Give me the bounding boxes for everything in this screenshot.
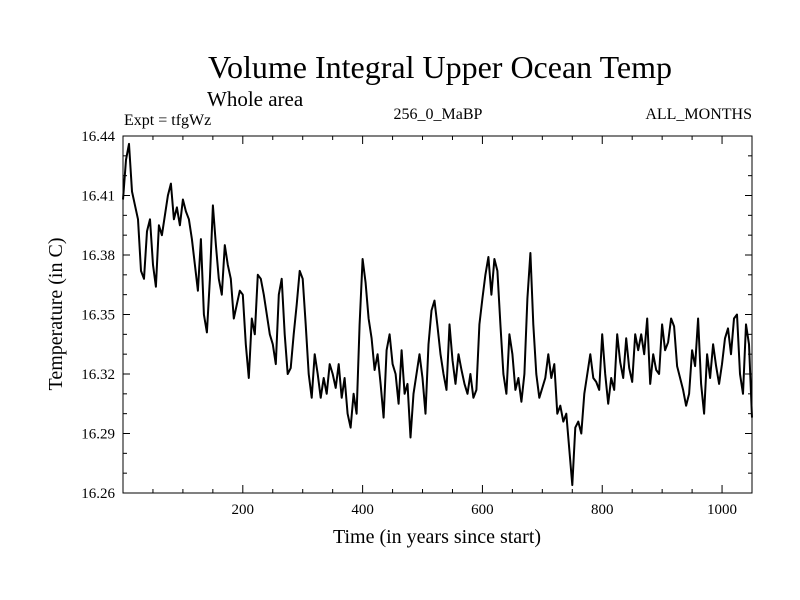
x-axis-label: Time (in years since start) [333, 526, 541, 548]
y-tick-label: 16.26 [81, 486, 115, 502]
plot-frame [122, 135, 753, 494]
y-tick-label: 16.41 [81, 189, 115, 205]
x-tick-label: 200 [232, 502, 255, 518]
run-label: 256_0_MaBP [394, 106, 483, 123]
chart-subtitle: Whole area [207, 87, 304, 111]
x-tick-label: 400 [351, 502, 374, 518]
x-tick-label: 600 [471, 502, 494, 518]
y-tick-label: 16.38 [81, 248, 115, 264]
months-label: ALL_MONTHS [645, 106, 752, 123]
y-tick-label: 16.32 [81, 367, 115, 383]
x-tick-label: 1000 [707, 502, 737, 518]
y-tick-label: 16.29 [81, 427, 115, 443]
series-line [122, 142, 753, 487]
expt-label: Expt = tfgWz [124, 112, 211, 129]
chart-title: Volume Integral Upper Ocean Temp [208, 49, 672, 85]
y-tick-label: 16.35 [81, 308, 115, 324]
y-axis-label: Temperature (in C) [45, 238, 67, 391]
x-tick-label: 800 [591, 502, 614, 518]
x-axis: 200 400 600 800 1000 [152, 136, 737, 518]
y-tick-label: 16.44 [81, 129, 115, 145]
